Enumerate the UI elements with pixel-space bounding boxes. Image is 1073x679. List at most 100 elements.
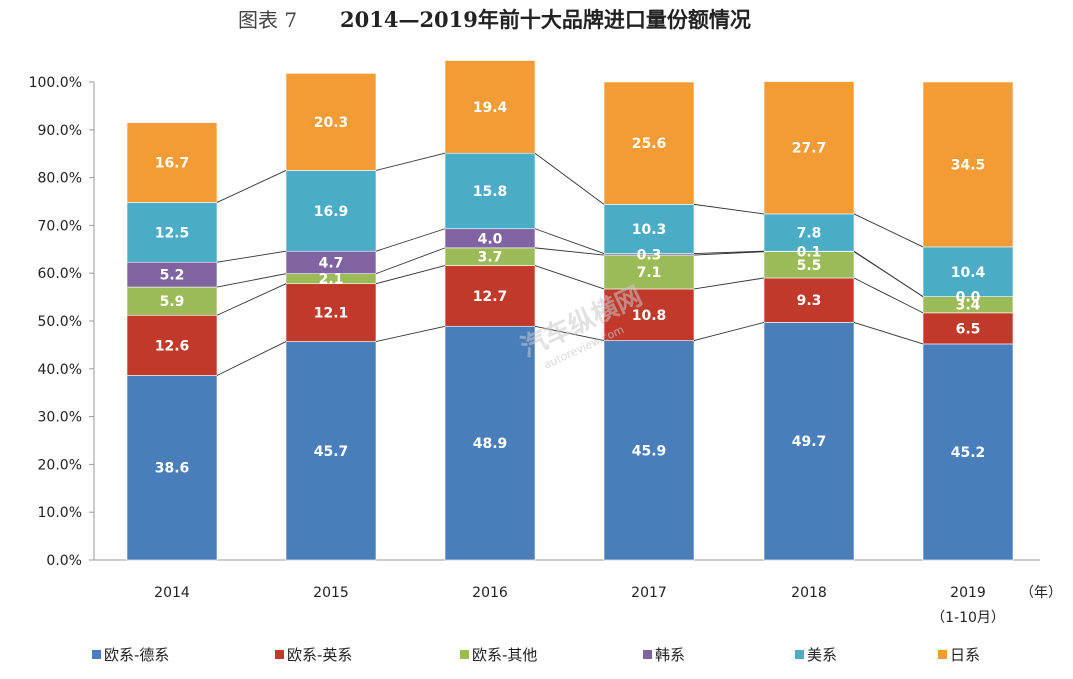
y-tick-label: 100.0% xyxy=(29,75,82,91)
x-tick-label: 2017 xyxy=(631,585,667,601)
data-label: 4.7 xyxy=(319,255,344,271)
data-label: 45.9 xyxy=(632,443,667,459)
x-tick-label: 2018 xyxy=(791,585,827,601)
series-connector-lines xyxy=(216,152,924,376)
legend-label: 欧系-德系 xyxy=(104,646,169,664)
connector-line xyxy=(375,265,446,285)
x-tick-label: 2016 xyxy=(472,585,508,601)
data-label: 19.4 xyxy=(473,100,508,116)
bar-segment xyxy=(763,81,855,215)
data-label: 3.4 xyxy=(956,298,981,314)
x-tick-label: 2015 xyxy=(313,585,349,601)
data-label: 2.1 xyxy=(319,272,344,288)
bar-segment xyxy=(763,213,855,252)
y-tick-label: 20.0% xyxy=(38,457,82,473)
connector-line xyxy=(693,321,765,342)
y-tick-label: 30.0% xyxy=(38,410,82,426)
legend-label: 欧系-英系 xyxy=(287,646,352,664)
data-label: 12.7 xyxy=(473,289,508,305)
connector-line xyxy=(375,247,446,275)
connector-line xyxy=(216,341,287,376)
data-label: 20.3 xyxy=(314,115,349,131)
connector-line xyxy=(534,228,605,255)
data-label: 45.7 xyxy=(314,444,349,460)
connector-line xyxy=(853,277,924,314)
data-label: 16.9 xyxy=(314,204,349,220)
bar-segment xyxy=(285,341,377,561)
data-label: 48.9 xyxy=(473,436,508,452)
bar-segment xyxy=(444,60,536,154)
bar-segment xyxy=(126,375,218,561)
bar-segment xyxy=(126,286,218,316)
bar-segment xyxy=(126,314,218,376)
chart-title-prefix: 图表 7 xyxy=(238,8,297,32)
y-tick-label: 60.0% xyxy=(38,266,82,282)
legend-label: 韩系 xyxy=(655,646,685,664)
legend-swatch xyxy=(275,650,284,659)
data-label: 0.0 xyxy=(956,290,981,306)
legend: 欧系-德系 欧系-英系 欧系-其他 韩系 美系 日系 xyxy=(92,646,980,664)
x-axis-unit: （年） xyxy=(1020,585,1062,601)
connector-line xyxy=(375,325,446,342)
connector-line xyxy=(853,250,924,297)
connector-line xyxy=(693,250,765,255)
data-label: 16.7 xyxy=(155,156,190,172)
axis-area: 0.0% 10.0% 20.0% 30.0% 40.0% 50.0% 60.0% 70.0% 8… xyxy=(29,75,1040,569)
connector-line xyxy=(534,152,605,205)
connector-line xyxy=(853,213,924,248)
data-label: 0.3 xyxy=(637,247,662,263)
connector-line xyxy=(534,325,605,342)
y-tick-label: 90.0% xyxy=(38,123,82,139)
connector-line xyxy=(534,247,605,256)
connector-line xyxy=(216,250,287,263)
data-label: 5.9 xyxy=(160,294,185,310)
connector-line xyxy=(693,277,765,290)
data-label: 34.5 xyxy=(951,157,986,173)
connector-line xyxy=(375,152,446,171)
bar-segment xyxy=(285,283,377,342)
data-label: 15.8 xyxy=(473,184,508,200)
legend-label: 美系 xyxy=(807,646,837,664)
x-tick-label: 2014 xyxy=(154,585,190,601)
legend-swatch xyxy=(92,650,101,659)
data-label: 25.6 xyxy=(632,136,667,152)
bar-segment xyxy=(126,261,218,288)
x-tick-sublabel: （1-10月） xyxy=(931,610,1005,626)
legend-swatch xyxy=(795,650,804,659)
legend-swatch xyxy=(643,650,652,659)
bar-segment xyxy=(922,343,1014,561)
data-labels: 38.6 12.6 5.9 5.2 12.5 16.7 45.7 12.1 2.14.7 16.9… xyxy=(155,100,986,477)
y-tick-label: 40.0% xyxy=(38,362,82,378)
bar-segment xyxy=(603,340,695,561)
connector-line xyxy=(853,322,924,345)
connector-line xyxy=(216,170,287,203)
bars xyxy=(126,60,1014,561)
data-label: 5.5 xyxy=(797,258,822,274)
data-label: 3.7 xyxy=(478,250,503,266)
data-label: 5.2 xyxy=(160,268,185,284)
data-label: 9.3 xyxy=(797,293,822,309)
bar-segment xyxy=(126,202,218,263)
data-label: 49.7 xyxy=(792,434,827,450)
bar-segment xyxy=(444,325,536,561)
legend-swatch xyxy=(460,650,469,659)
bar-segment xyxy=(603,254,695,290)
data-label: 4.0 xyxy=(478,231,503,247)
data-label: 7.1 xyxy=(637,265,662,281)
data-label: 10.4 xyxy=(951,265,986,281)
bar-segment xyxy=(126,122,218,203)
data-label: 10.3 xyxy=(632,222,667,238)
data-label: 6.5 xyxy=(956,321,981,337)
legend-swatch xyxy=(938,650,947,659)
data-label: 12.6 xyxy=(155,338,190,354)
legend-label: 欧系-其他 xyxy=(472,646,537,664)
bar-segment xyxy=(922,81,1014,248)
chart-title: 2014—2019年前十大品牌进口量份额情况 xyxy=(340,7,751,32)
connector-line xyxy=(216,283,287,316)
data-label: 12.5 xyxy=(155,225,190,241)
legend-label: 日系 xyxy=(950,646,980,664)
bar-segment xyxy=(763,322,855,561)
connector-line xyxy=(216,273,287,288)
bar-segment xyxy=(603,81,695,205)
